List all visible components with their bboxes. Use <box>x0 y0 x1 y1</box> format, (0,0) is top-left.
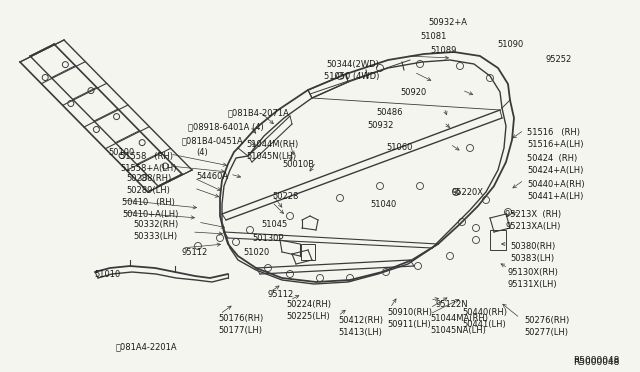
Text: 50920: 50920 <box>400 88 426 97</box>
Text: 50441(LH): 50441(LH) <box>462 320 506 329</box>
Text: R5000048: R5000048 <box>573 358 620 367</box>
Text: 51050 (4WD): 51050 (4WD) <box>324 72 380 81</box>
Text: 50276(RH): 50276(RH) <box>524 316 569 325</box>
Text: 50424  (RH): 50424 (RH) <box>527 154 577 163</box>
Text: 50424+A(LH): 50424+A(LH) <box>527 166 584 175</box>
Text: 50176(RH): 50176(RH) <box>218 314 263 323</box>
Text: Ⓑ081B4-0451A: Ⓑ081B4-0451A <box>182 136 244 145</box>
Text: 95220X: 95220X <box>452 188 484 197</box>
Text: 51516+A(LH): 51516+A(LH) <box>527 140 584 149</box>
Text: 51044M(RH): 51044M(RH) <box>246 140 298 149</box>
Text: 50224(RH): 50224(RH) <box>286 300 331 309</box>
Text: 50440(RH): 50440(RH) <box>462 308 507 317</box>
Text: 51060: 51060 <box>386 143 412 152</box>
Text: 95112: 95112 <box>182 248 208 257</box>
Text: 50932+A: 50932+A <box>428 18 467 27</box>
Text: 51044MA(RH): 51044MA(RH) <box>430 314 488 323</box>
Text: 95131X(LH): 95131X(LH) <box>508 280 557 289</box>
Text: 50288(RH): 50288(RH) <box>126 174 172 183</box>
Text: 50486: 50486 <box>376 108 403 117</box>
Text: 51558+A(LH): 51558+A(LH) <box>120 164 177 173</box>
Text: 51089: 51089 <box>430 46 456 55</box>
Text: 50332(RH): 50332(RH) <box>133 220 179 229</box>
Text: 51090: 51090 <box>497 40 524 49</box>
Text: 50177(LH): 50177(LH) <box>218 326 262 335</box>
Text: 95213X  (RH): 95213X (RH) <box>505 210 561 219</box>
Text: 50412(RH): 50412(RH) <box>338 316 383 325</box>
Text: 95213XA(LH): 95213XA(LH) <box>505 222 561 231</box>
Text: 51040: 51040 <box>370 200 396 209</box>
Text: 95130X(RH): 95130X(RH) <box>508 268 559 277</box>
Text: 50228: 50228 <box>272 192 298 201</box>
Text: 95112: 95112 <box>268 290 294 299</box>
Text: 51558   (RH): 51558 (RH) <box>120 152 173 161</box>
Text: 51081: 51081 <box>420 32 446 41</box>
Text: 51516   (RH): 51516 (RH) <box>527 128 580 137</box>
Text: 50010B: 50010B <box>282 160 314 169</box>
Text: 50911(LH): 50911(LH) <box>387 320 431 329</box>
Text: 50277(LH): 50277(LH) <box>524 328 568 337</box>
Text: Ⓑ081B4-2071A: Ⓑ081B4-2071A <box>228 108 290 117</box>
Text: 51413(LH): 51413(LH) <box>338 328 382 337</box>
Text: 51045: 51045 <box>261 220 287 229</box>
Text: 50100: 50100 <box>108 148 134 157</box>
Text: (4): (4) <box>196 148 208 157</box>
Text: 50440+A(RH): 50440+A(RH) <box>527 180 584 189</box>
Text: 50333(LH): 50333(LH) <box>133 232 177 241</box>
Text: 50289(LH): 50289(LH) <box>126 186 170 195</box>
Text: Ⓝ08918-6401A (4): Ⓝ08918-6401A (4) <box>188 122 264 131</box>
Text: 50910(RH): 50910(RH) <box>387 308 432 317</box>
Text: 54460A: 54460A <box>196 172 228 181</box>
Text: 95252: 95252 <box>545 55 572 64</box>
Text: 51010: 51010 <box>94 270 120 279</box>
Text: 50410   (RH): 50410 (RH) <box>122 198 175 207</box>
Text: 51020: 51020 <box>243 248 269 257</box>
Text: 51045N(LH): 51045N(LH) <box>246 152 296 161</box>
Text: 50383(LH): 50383(LH) <box>510 254 554 263</box>
Text: 50130P: 50130P <box>252 234 284 243</box>
Text: 50932: 50932 <box>367 121 394 130</box>
Text: 51045NA(LH): 51045NA(LH) <box>430 326 486 335</box>
Text: 50344(2WD): 50344(2WD) <box>326 60 379 69</box>
Text: Ⓑ081A4-2201A: Ⓑ081A4-2201A <box>116 342 178 351</box>
Text: 50225(LH): 50225(LH) <box>286 312 330 321</box>
Text: 50410+A(LH): 50410+A(LH) <box>122 210 179 219</box>
Text: 50441+A(LH): 50441+A(LH) <box>527 192 584 201</box>
Text: R5000048: R5000048 <box>573 356 620 365</box>
Text: 95122N: 95122N <box>436 300 468 309</box>
Text: 50380(RH): 50380(RH) <box>510 242 556 251</box>
